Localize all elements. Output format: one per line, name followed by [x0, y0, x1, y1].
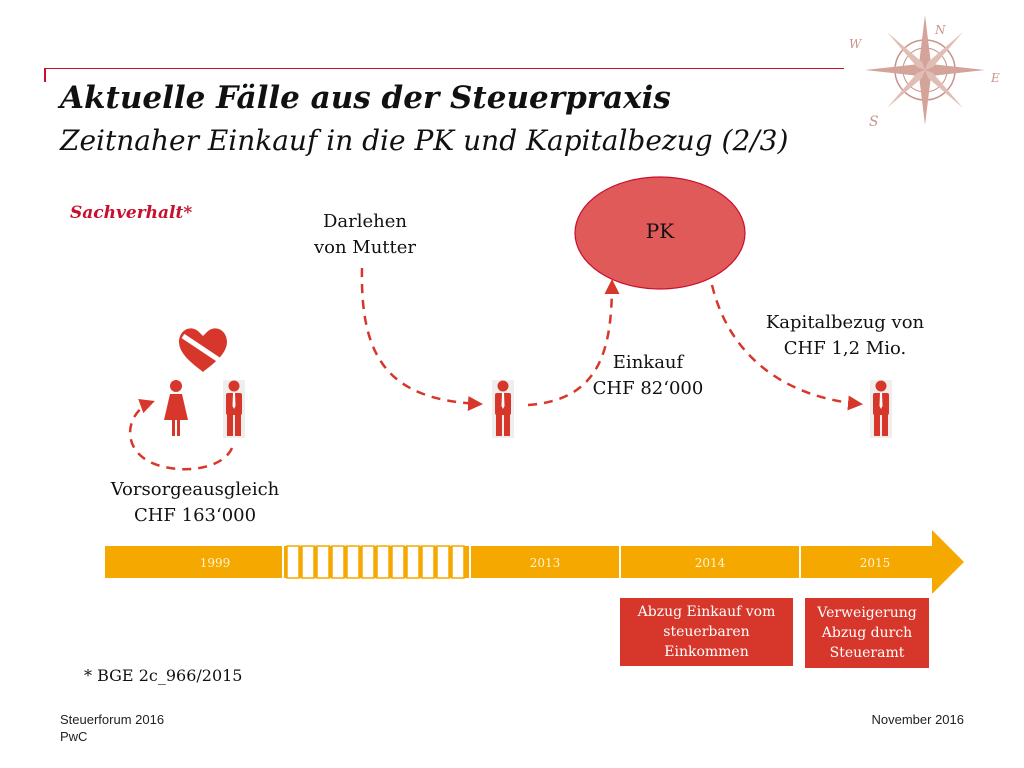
timeline-gap-segment — [436, 545, 450, 579]
arrow-darlehen — [360, 267, 483, 411]
man-figure-icon — [492, 380, 514, 438]
label-kapitalbezug-line1: Kapitalbezug von — [765, 312, 925, 333]
timeline-gap-segment — [361, 545, 375, 579]
label-einkauf-line2: CHF 82‘000 — [592, 378, 704, 399]
label-einkauf: Einkauf CHF 82‘000 — [568, 350, 728, 402]
timeline-gap-segment — [286, 545, 300, 579]
label-kapitalbezug-line2: CHF 1,2 Mio. — [783, 338, 907, 359]
box-verweigerung-line1: Verweigerung — [817, 605, 917, 621]
svg-text:E: E — [990, 71, 1000, 85]
timeline-gap-segment — [316, 545, 330, 579]
footer-company: PwC — [60, 729, 88, 744]
box-abzug-line3: Einkommen — [664, 644, 749, 660]
slide-subtitle: Zeitnaher Einkauf in die PK und Kapitalb… — [60, 124, 789, 157]
timeline-gap-segment — [421, 545, 435, 579]
label-kapitalbezug: Kapitalbezug von CHF 1,2 Mio. — [745, 310, 945, 362]
arrow-einkauf — [527, 279, 620, 407]
man-figure-icon — [223, 380, 245, 438]
label-vorsorgeausgleich: Vorsorgeausgleich CHF 163‘000 — [90, 477, 300, 529]
box-abzug-einkauf: Abzug Einkauf vom steuerbaren Einkommen — [620, 598, 793, 666]
header-rule — [44, 68, 844, 69]
slide-title: Aktuelle Fälle aus der Steuerpraxis — [60, 80, 671, 116]
timeline — [105, 530, 964, 594]
box-verweigerung: Verweigerung Abzug durch Steueramt — [805, 598, 929, 668]
timeline-gap-segment — [331, 545, 345, 579]
timeline-gap-segment — [451, 545, 465, 579]
footer-left: Steuerforum 2016 PwC — [60, 711, 164, 745]
pk-node-label: PK — [645, 219, 675, 243]
heart-icon — [179, 328, 227, 372]
header-rule-tick — [44, 68, 46, 82]
timeline-year-2014: 2014 — [694, 556, 726, 570]
timeline-gap-segment — [301, 545, 315, 579]
svg-text:N: N — [934, 23, 946, 37]
compass-rose-icon: N E S W — [849, 15, 1000, 130]
footer-date: November 2016 — [871, 712, 965, 727]
pk-node — [574, 176, 746, 290]
woman-figure-icon — [164, 380, 188, 436]
man-figure-icon — [870, 380, 892, 438]
svg-text:S: S — [869, 114, 879, 130]
box-abzug-line2: steuerbaren — [663, 624, 750, 640]
label-vorsorge-line1: Vorsorgeausgleich — [110, 479, 280, 500]
timeline-gap-segment — [346, 545, 360, 579]
svg-text:W: W — [849, 37, 863, 51]
arrow-kapitalbezug — [710, 284, 863, 411]
footer-event: Steuerforum 2016 — [60, 712, 165, 727]
label-darlehen: Darlehen von Mutter — [290, 209, 440, 261]
box-verweigerung-line3: Steueramt — [829, 645, 905, 661]
timeline-gap-segment — [391, 545, 405, 579]
timeline-year-2015: 2015 — [859, 556, 891, 570]
label-einkauf-line1: Einkauf — [612, 352, 684, 373]
label-darlehen-line1: Darlehen — [322, 211, 407, 232]
label-darlehen-line2: von Mutter — [313, 237, 417, 258]
timeline-gap-segment — [406, 545, 420, 579]
timeline-year-1999: 1999 — [199, 556, 231, 570]
box-verweigerung-line2: Abzug durch — [821, 625, 913, 641]
timeline-gap-segment — [376, 545, 390, 579]
footnote: * BGE 2c_966/2015 — [84, 666, 243, 685]
box-abzug-line1: Abzug Einkauf vom — [637, 604, 776, 620]
timeline-gap-hatch — [286, 545, 465, 579]
arrow-vorsorgeausgleich — [128, 399, 234, 471]
section-label: Sachverhalt* — [70, 203, 193, 223]
timeline-year-2013: 2013 — [529, 556, 561, 570]
label-vorsorge-line2: CHF 163‘000 — [133, 505, 257, 526]
